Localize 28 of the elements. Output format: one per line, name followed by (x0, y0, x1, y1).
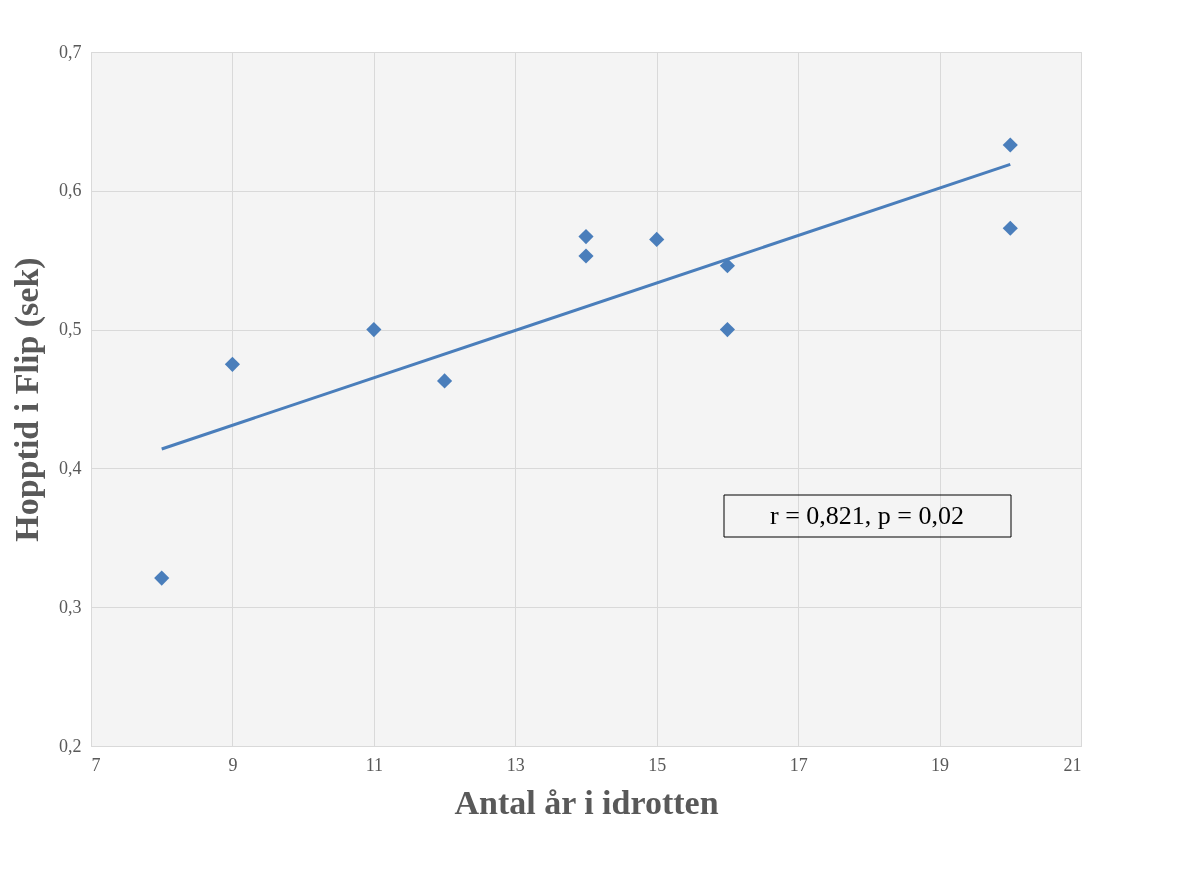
point (578, 248, 594, 264)
point (719, 322, 736, 338)
y-tick-label: 0,6 (59, 180, 82, 201)
x-tick-label: 9 (228, 754, 238, 775)
y-tick-label: 0,3 (59, 596, 82, 617)
y-axis-title: Hopptid i Flip (sek) (8, 257, 46, 542)
point (649, 231, 665, 247)
point (436, 373, 453, 389)
x-tick-label: 17 (789, 754, 808, 775)
point (1002, 137, 1018, 153)
point (1002, 220, 1018, 236)
x-tick-label: 7 (91, 754, 101, 775)
point (154, 570, 170, 586)
point (224, 356, 241, 372)
x-tick-label: 21 (1063, 754, 1082, 775)
y-tick-label: 0,4 (59, 457, 82, 478)
y-tick-label: 0,5 (59, 319, 82, 340)
annotation: r = 0,821, p = 0,02 (770, 501, 964, 530)
x-tick-label: 19 (931, 754, 950, 775)
point (366, 322, 382, 338)
y-tick-label: 0,7 (59, 41, 82, 62)
x-tick-label: 15 (648, 754, 667, 775)
y-tick-label: 0,2 (59, 735, 82, 756)
x-axis-title: Antal år i idrotten (454, 783, 719, 821)
x-tick-label: 11 (365, 754, 384, 775)
x-tick-label: 13 (506, 754, 525, 775)
point (578, 229, 594, 245)
point (719, 258, 736, 274)
